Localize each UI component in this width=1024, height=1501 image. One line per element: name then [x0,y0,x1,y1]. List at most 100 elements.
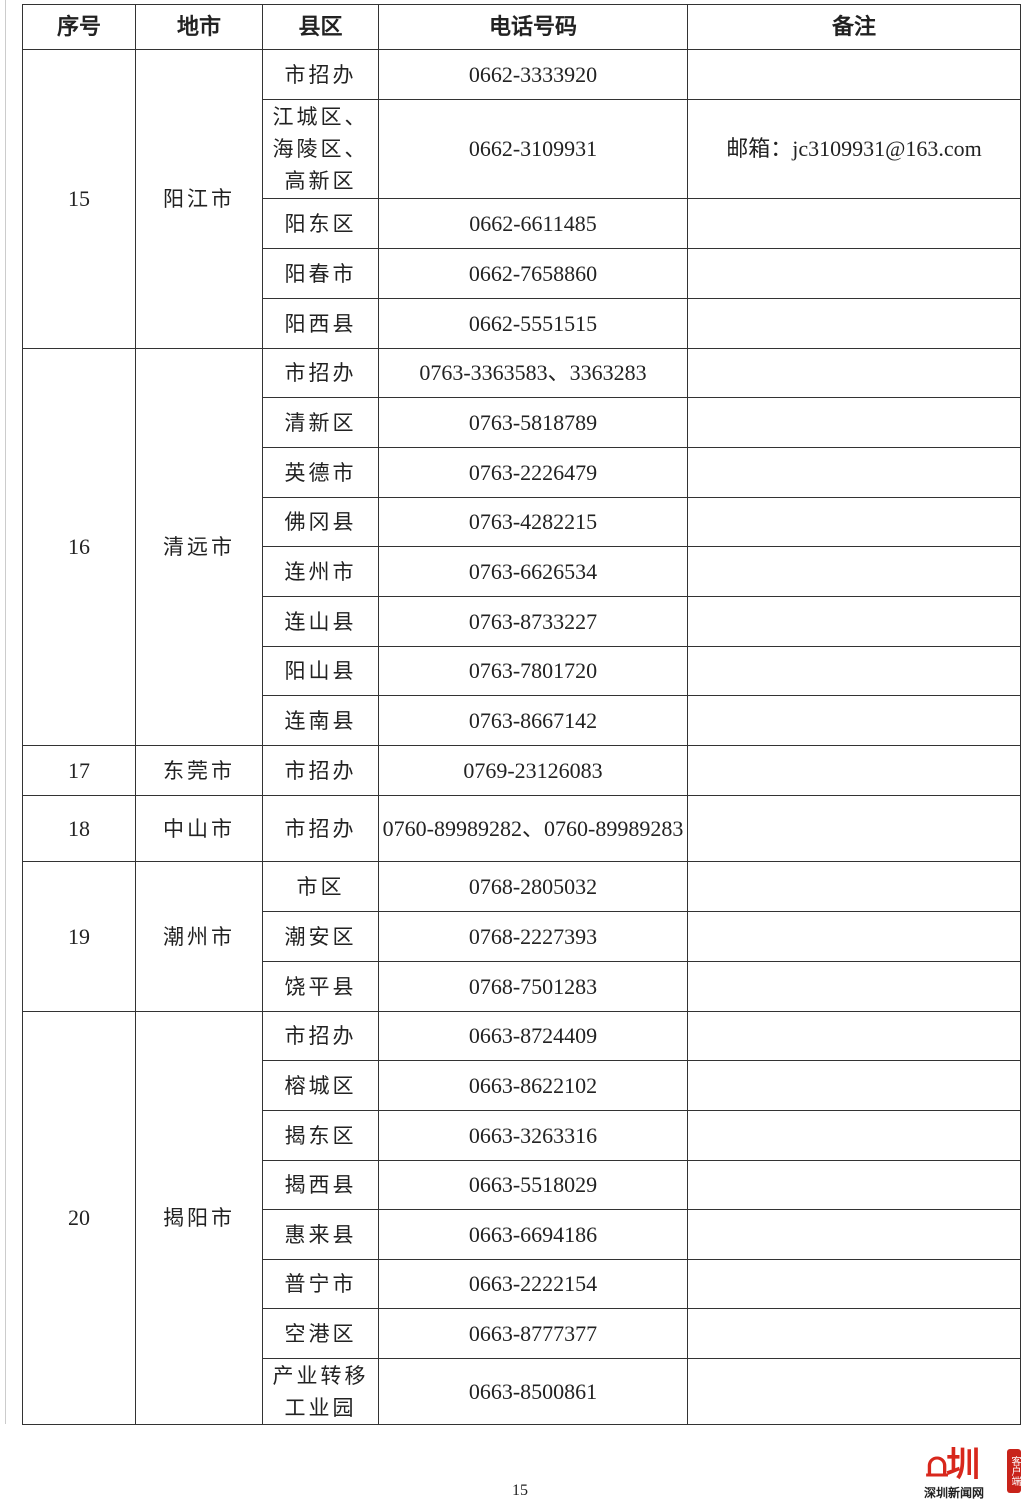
phone-cell: 0663-8500861 [378,1358,688,1425]
phone-cell: 0763-6626534 [378,546,688,597]
note-cell [687,198,1021,249]
district-cell: 市招办 [262,348,379,398]
phone-cell: 0763-8733227 [378,596,688,647]
district-cell: 揭西县 [262,1160,379,1210]
district-cell: 佛冈县 [262,497,379,547]
table-row: 江城区、海陵区、高新区 0662-3109931 邮箱：jc3109931@163.… [23,99,1021,199]
note-cell [687,795,1021,862]
city-cell: 中山市 [135,795,263,862]
table-row: 潮安区 0768-2227393 [23,911,1021,962]
district-cell: 连南县 [262,695,379,746]
note-cell [687,1358,1021,1425]
table-row: 18 中山市 市招办 0760-89989282、0760-89989283 [22,795,1021,862]
table-row: 20 揭阳市 市招办 0663-8724409 [22,1011,1021,1425]
phone-cell: 0663-2222154 [378,1259,688,1309]
table-row: 产业转移工业园 0663-8500861 [23,1358,1021,1425]
header-row: 序号 地市 县区 电话号码 备注 [22,4,1021,50]
note-cell [687,1209,1021,1260]
row-number-cell: 15 [22,49,136,349]
phone-cell: 0662-5551515 [378,298,688,349]
table-row: 揭东区 0663-3263316 [23,1110,1021,1161]
district-cell: 市招办 [262,49,379,100]
phone-cell: 0662-3109931 [378,99,688,199]
note-cell [687,1011,1021,1061]
district-cell: 潮安区 [262,911,379,962]
note-cell [687,1060,1021,1111]
phone-cell: 0768-2227393 [378,911,688,962]
phone-cell: 0663-8622102 [378,1060,688,1111]
note-cell [687,298,1021,349]
district-cell: 阳山县 [262,646,379,696]
note-cell [687,348,1021,398]
note-cell [687,646,1021,696]
logo-name: 深圳新闻网 [924,1486,985,1500]
note-cell [687,695,1021,746]
table-row: 连州市 0763-6626534 [23,546,1021,597]
phone-cell: 0763-4282215 [378,497,688,547]
page-edge-line [5,0,6,1424]
phone-cell: 0663-8777377 [378,1308,688,1359]
district-cell: 阳西县 [262,298,379,349]
note-cell [687,961,1021,1012]
note-cell: 邮箱：jc3109931@163.com [687,99,1021,199]
table-row: 饶平县 0768-7501283 [23,961,1021,1012]
table-row: 19 潮州市 市区 0768-2805032 [22,861,1021,1012]
header-no: 序号 [22,4,136,50]
district-cell: 连山县 [262,596,379,647]
page-number: 15 [512,1482,528,1499]
district-cell: 阳东区 [262,198,379,249]
table-row: 空港区 0663-8777377 [23,1308,1021,1359]
phone-cell: 0768-2805032 [378,861,688,912]
table-row: 17 东莞市 市招办 0769-23126083 [22,745,1021,796]
header-phone: 电话号码 [378,4,688,50]
phone-cell: 0768-7501283 [378,961,688,1012]
phone-cell: 0763-8667142 [378,695,688,746]
note-cell [687,1259,1021,1309]
district-cell: 揭东区 [262,1110,379,1161]
table-row: 15 阳江市 市招办 0662-3333920 [22,49,1021,349]
table-row: 清新区 0763-5818789 [23,397,1021,448]
phone-cell: 0763-7801720 [378,646,688,696]
district-cell: 市招办 [262,1011,379,1061]
phone-cell: 0663-6694186 [378,1209,688,1260]
phone-cell: 0662-6611485 [378,198,688,249]
header-city: 地市 [135,4,263,50]
district-cell: 普宁市 [262,1259,379,1309]
district-cell: 市招办 [262,745,379,796]
row-number-cell: 18 [22,795,136,862]
table-row: 连南县 0763-8667142 [23,695,1021,746]
row-number-cell: 20 [22,1011,136,1425]
district-cell: 英德市 [262,447,379,498]
note-cell [687,546,1021,597]
note-cell [687,497,1021,547]
phone-cell: 0662-3333920 [378,49,688,100]
row-number-cell: 19 [22,861,136,1012]
note-cell [687,397,1021,448]
city-cell: 东莞市 [135,745,263,796]
contact-table: 序号 地市 县区 电话号码 备注 15 阳江市 市招办 0662-3333920 江城区… [22,4,1021,1425]
note-cell [687,447,1021,498]
logo-tag: 客户端 [1007,1449,1021,1493]
phone-cell: 0769-23126083 [378,745,688,796]
city-cell: 阳江市 [135,49,263,349]
row-number-cell: 16 [22,348,136,746]
phone-cell: 0763-3363583、3363283 [378,348,688,398]
sznews-logo: ⩍圳 深圳新闻网 客户端 [924,1447,1022,1500]
table-row: 16 清远市 市招办 0763-3363583、3363283 [22,348,1021,746]
district-cell: 市区 [262,861,379,912]
table-row: 阳东区 0662-6611485 [23,198,1021,249]
note-cell [687,248,1021,299]
district-cell: 惠来县 [262,1209,379,1260]
district-cell: 连州市 [262,546,379,597]
phone-cell: 0662-7658860 [378,248,688,299]
district-cell: 产业转移工业园 [262,1358,379,1425]
note-cell [687,1308,1021,1359]
note-cell [687,1110,1021,1161]
city-cell: 潮州市 [135,861,263,1012]
city-cell: 清远市 [135,348,263,746]
table-row: 阳春市 0662-7658860 [23,248,1021,299]
note-cell [687,49,1021,100]
table-row: 揭西县 0663-5518029 [23,1160,1021,1210]
table-row: 惠来县 0663-6694186 [23,1209,1021,1260]
phone-cell: 0663-8724409 [378,1011,688,1061]
